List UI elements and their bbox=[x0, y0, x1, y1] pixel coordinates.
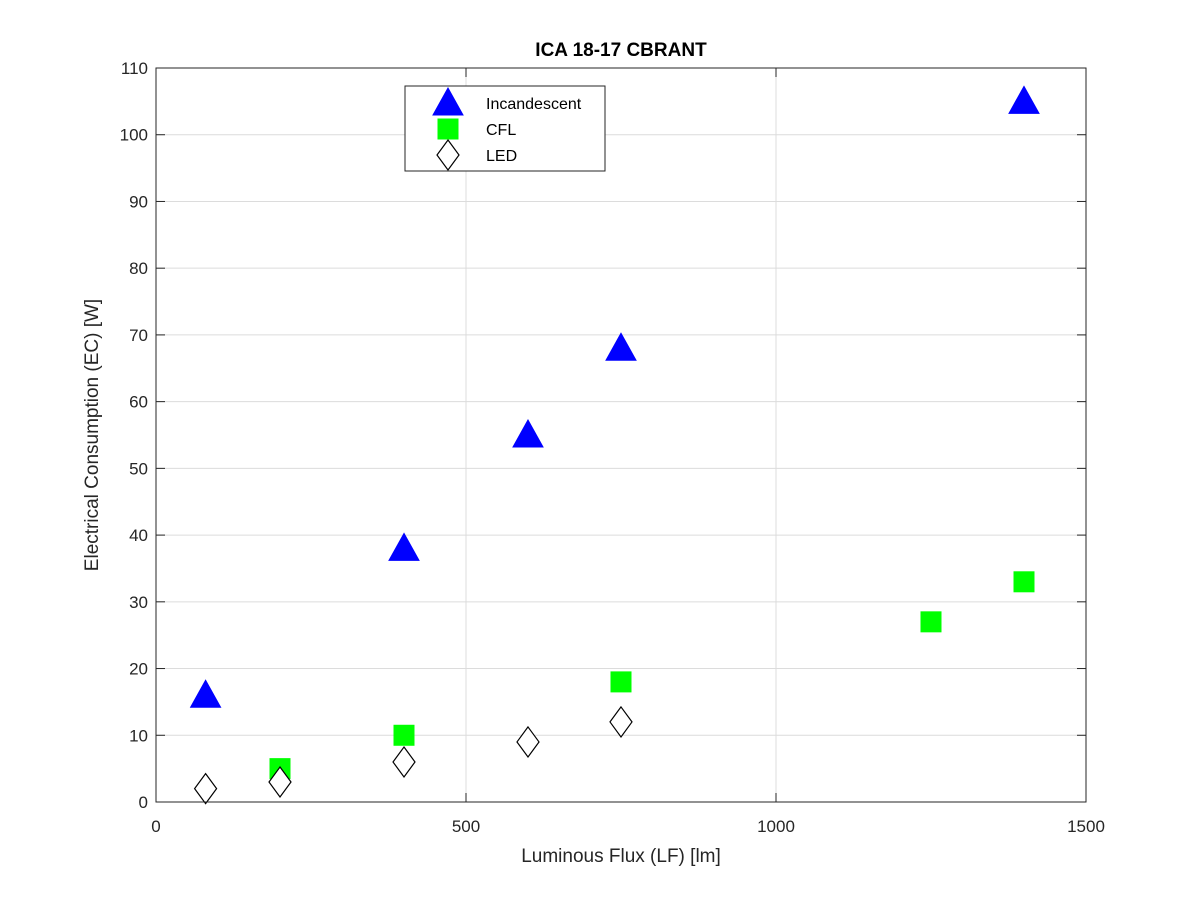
data-markers bbox=[189, 85, 1040, 805]
y-tick-label: 100 bbox=[120, 126, 148, 145]
y-tick-label: 20 bbox=[129, 660, 148, 679]
led-point bbox=[193, 772, 218, 805]
legend-label: Incandescent bbox=[486, 96, 582, 113]
y-tick-label: 0 bbox=[139, 793, 148, 812]
incandescent-point bbox=[1008, 85, 1040, 114]
led-point bbox=[392, 745, 416, 778]
y-tick-label: 70 bbox=[129, 326, 148, 345]
incandescent-point bbox=[512, 418, 544, 448]
series-incandescent bbox=[189, 85, 1040, 708]
legend-marker-incandescent bbox=[432, 86, 464, 116]
x-tick-label: 1500 bbox=[1067, 817, 1105, 836]
x-tick-label: 1000 bbox=[757, 817, 795, 836]
legend-label: CFL bbox=[486, 122, 516, 139]
cfl-point bbox=[920, 611, 942, 633]
cfl-point bbox=[393, 724, 415, 746]
plot-frame bbox=[155, 67, 1087, 803]
incandescent-point bbox=[388, 532, 420, 561]
y-tick-label: 80 bbox=[129, 259, 148, 278]
x-axis-label: Luminous Flux (LF) [lm] bbox=[521, 846, 721, 867]
y-axis-label: Electrical Consumption (EC) [W] bbox=[82, 299, 103, 571]
x-tick-label: 500 bbox=[452, 817, 480, 836]
legend-item-led: LED bbox=[436, 138, 517, 172]
legend-item-incandescent: Incandescent bbox=[432, 86, 582, 116]
legend: Incandescent CFL LED bbox=[404, 85, 606, 172]
y-tick-label: 50 bbox=[129, 459, 148, 478]
y-tick-label: 90 bbox=[129, 192, 148, 211]
led-point bbox=[268, 765, 292, 798]
y-tick-label: 30 bbox=[129, 593, 148, 612]
x-tick-label: 0 bbox=[151, 817, 160, 836]
legend-item-cfl: CFL bbox=[437, 118, 516, 140]
y-tick-label: 40 bbox=[129, 526, 148, 545]
y-tick-label: 60 bbox=[129, 393, 148, 412]
axis-ticks: 0 10 20 30 40 50 60 70 80 90 100 110 0 500 1000 1500 bbox=[120, 59, 1105, 836]
legend-label: LED bbox=[486, 148, 517, 165]
cfl-point bbox=[610, 671, 632, 693]
incandescent-point bbox=[605, 332, 637, 361]
legend-marker-cfl bbox=[437, 118, 459, 140]
y-tick-label: 10 bbox=[129, 726, 148, 745]
series-led bbox=[193, 705, 633, 805]
incandescent-point bbox=[189, 679, 222, 708]
y-tick-label: 110 bbox=[121, 59, 148, 78]
led-point bbox=[516, 725, 540, 758]
led-point bbox=[609, 705, 633, 738]
chart-title: ICA 18-17 CBRANT bbox=[535, 40, 707, 61]
legend-marker-led bbox=[436, 138, 460, 172]
cfl-point bbox=[1013, 571, 1035, 593]
